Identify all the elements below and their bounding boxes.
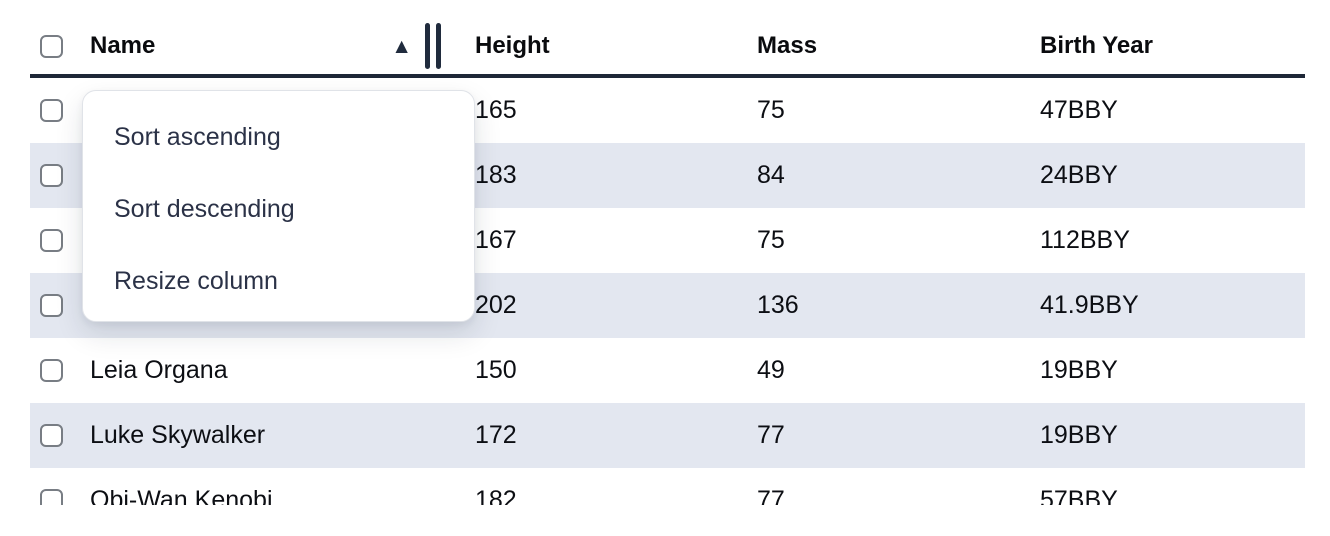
cell-birth-year: 47BBY (1040, 96, 1118, 124)
cell-mass: 75 (757, 96, 785, 124)
column-header-mass[interactable]: Mass (757, 32, 818, 59)
cell-mass: 75 (757, 226, 785, 254)
cell-birth-year: 24BBY (1040, 161, 1118, 189)
menu-item-sort-ascending[interactable]: Sort ascending (114, 122, 281, 151)
checkbox-cell (30, 143, 90, 208)
cell-height: 167 (475, 226, 517, 254)
row-checkbox[interactable] (40, 294, 63, 317)
table-row[interactable]: Luke Skywalker 172 77 19BBY (30, 403, 1305, 468)
cell-birth-year: 41.9BBY (1040, 291, 1139, 319)
cell-height: 182 (475, 486, 517, 505)
sort-ascending-icon[interactable]: ▲ (391, 34, 412, 58)
checkbox-cell (30, 208, 90, 273)
row-checkbox[interactable] (40, 359, 63, 382)
cell-mass: 49 (757, 356, 785, 384)
row-checkbox[interactable] (40, 164, 63, 187)
menu-item-sort-descending[interactable]: Sort descending (114, 194, 295, 223)
table-row[interactable]: Obi-Wan Kenobi 182 77 57BBY (30, 468, 1305, 505)
checkbox-cell (30, 403, 90, 468)
column-header-birth-year[interactable]: Birth Year (1040, 32, 1153, 59)
cell-height: 165 (475, 96, 517, 124)
checkbox-cell (30, 468, 90, 505)
select-all-checkbox[interactable] (40, 34, 63, 58)
table-row[interactable]: 167 75 112BBY (30, 208, 1305, 273)
table-header-row: Name ▲ Height Mass Birth Year (30, 18, 1305, 78)
cell-birth-year: 19BBY (1040, 356, 1118, 384)
table-row[interactable]: Leia Organa 150 49 19BBY (30, 338, 1305, 403)
cell-height: 183 (475, 161, 517, 189)
column-header-name[interactable]: Name ▲ (90, 18, 455, 74)
cell-birth-year: 57BBY (1040, 486, 1118, 505)
resize-bar-icon (425, 23, 430, 69)
name-column-controls: ▲ (391, 23, 441, 69)
cell-birth-year: 112BBY (1040, 226, 1130, 254)
cell-birth-year: 19BBY (1040, 421, 1118, 449)
row-checkbox[interactable] (40, 229, 63, 252)
cell-height: 202 (475, 291, 517, 319)
cell-mass: 84 (757, 161, 785, 189)
cell-height: 172 (475, 421, 517, 449)
checkbox-cell (30, 78, 90, 143)
row-checkbox[interactable] (40, 424, 63, 447)
menu-item-resize-column[interactable]: Resize column (114, 266, 278, 295)
cell-height: 150 (475, 356, 517, 384)
checkbox-cell (30, 338, 90, 403)
column-context-menu: Sort ascending Sort descending Resize co… (82, 90, 475, 322)
cell-mass: 136 (757, 291, 799, 319)
column-resize-handle[interactable] (425, 23, 441, 69)
row-checkbox[interactable] (40, 489, 63, 505)
cell-name: Luke Skywalker (90, 421, 266, 449)
resize-bar-icon (436, 23, 441, 69)
header-checkbox-cell (30, 18, 90, 74)
cell-mass: 77 (757, 486, 785, 505)
column-header-height[interactable]: Height (475, 32, 550, 59)
data-table: Name ▲ Height Mass Birth Year 165 (30, 18, 1305, 505)
table-row[interactable]: 165 75 47BBY (30, 78, 1305, 143)
column-header-name-label: Name (90, 32, 156, 59)
cell-name: Leia Organa (90, 356, 228, 384)
cell-name: Obi-Wan Kenobi (90, 486, 273, 505)
checkbox-cell (30, 273, 90, 338)
row-checkbox[interactable] (40, 99, 63, 122)
cell-mass: 77 (757, 421, 785, 449)
